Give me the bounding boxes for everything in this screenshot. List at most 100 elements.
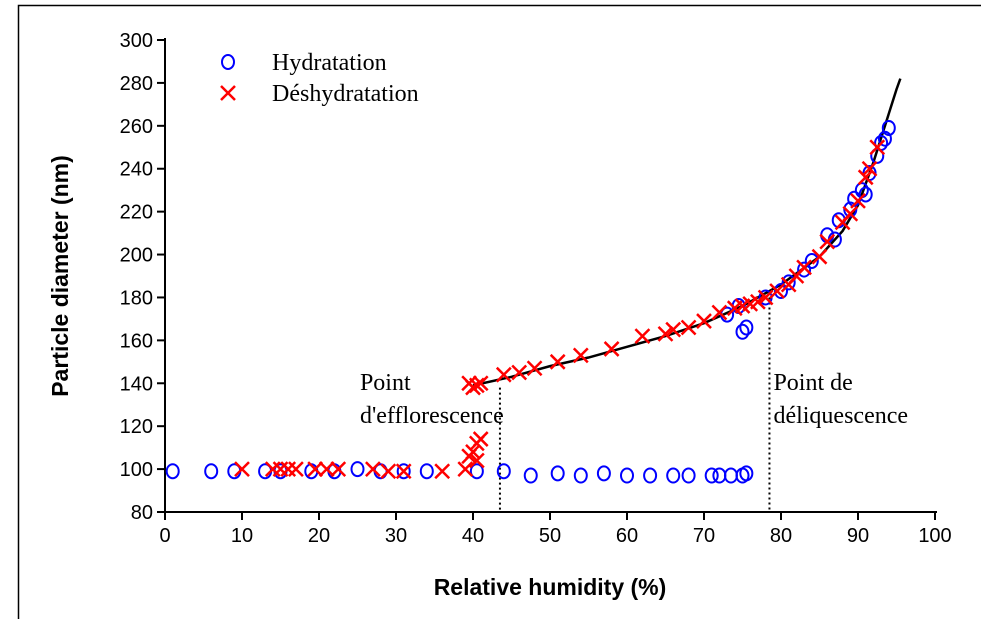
x-marker [603, 341, 620, 357]
y-tick-label: 80 [131, 502, 153, 524]
x-marker [796, 259, 812, 276]
x-marker [665, 321, 682, 338]
x-marker [511, 364, 528, 381]
x-marker [220, 85, 236, 101]
y-tick-label: 260 [120, 116, 153, 138]
circle-marker [550, 465, 565, 482]
x-tick-label: 100 [918, 525, 951, 547]
x-marker [769, 283, 786, 299]
y-tick-label: 220 [120, 202, 153, 224]
x-marker [757, 289, 774, 306]
y-tick-label: 120 [120, 416, 153, 438]
circle-marker [781, 274, 796, 291]
x-marker [549, 353, 566, 370]
x-marker [307, 461, 324, 477]
x-marker [750, 293, 766, 310]
y-tick-label: 100 [120, 459, 153, 481]
x-tick-label: 70 [693, 525, 715, 547]
circle-marker [681, 467, 696, 484]
x-tick-label: 40 [462, 525, 484, 547]
y-tick-label: 300 [120, 30, 153, 52]
circle-marker [739, 319, 754, 336]
x-tick-label: 80 [770, 525, 792, 547]
y-tick-label: 180 [120, 287, 153, 309]
x-marker [495, 366, 512, 383]
x-marker [288, 461, 304, 477]
circle-marker [643, 467, 658, 484]
circle-marker [723, 467, 738, 484]
circle-marker [858, 186, 873, 203]
x-tick-label: 0 [159, 525, 170, 547]
circle-marker [419, 463, 434, 480]
circle-marker [881, 119, 896, 136]
y-axis-title: Particle diameter (nm) [47, 155, 73, 397]
circle-marker [221, 54, 235, 70]
legend-label: Déshydratation [272, 81, 419, 107]
y-tick-label: 160 [120, 330, 153, 352]
x-marker [264, 461, 281, 477]
circle-marker [523, 467, 538, 484]
circle-marker [204, 463, 219, 480]
x-marker [526, 360, 543, 377]
x-marker [711, 304, 728, 321]
x-tick-label: 50 [539, 525, 561, 547]
circle-marker [704, 467, 719, 484]
x-marker [457, 461, 474, 477]
x-marker [280, 461, 297, 477]
x-marker [842, 205, 859, 222]
x-marker [572, 347, 589, 364]
x-marker [634, 328, 651, 344]
x-marker [819, 233, 836, 250]
x-marker [869, 139, 886, 156]
x-marker [465, 444, 481, 460]
x-marker [318, 461, 335, 477]
x-tick-label: 60 [616, 525, 638, 547]
x-marker [380, 463, 397, 480]
circle-marker [469, 463, 484, 480]
frame [17, 4, 981, 619]
circle-marker [804, 252, 819, 269]
circle-marker [396, 463, 411, 480]
x-tick-label: 10 [231, 525, 253, 547]
y-tick-label: 240 [120, 159, 153, 181]
x-marker [857, 169, 874, 186]
y-tick-label: 140 [120, 373, 153, 395]
y-tick-label: 200 [120, 245, 153, 267]
circle-marker [735, 323, 750, 340]
x-tick-label: 90 [847, 525, 869, 547]
x-marker [680, 319, 697, 336]
annotation-text: d'efflorescence [360, 403, 504, 429]
annotation-text: Point de [773, 370, 852, 396]
annotation-text: Point [360, 370, 411, 396]
x-axis-title: Relative humidity (%) [434, 574, 667, 600]
legend-label: Hydratation [272, 50, 387, 76]
x-marker [365, 461, 381, 477]
annotation-text: déliquescence [773, 403, 908, 429]
x-tick-label: 20 [308, 525, 330, 547]
x-marker [468, 452, 485, 469]
circle-marker [666, 467, 681, 484]
x-marker [434, 463, 451, 480]
circle-marker [573, 467, 588, 484]
x-marker [861, 160, 878, 177]
x-marker [395, 463, 412, 480]
x-tick-label: 30 [385, 525, 407, 547]
circle-marker [877, 130, 892, 147]
circle-marker [620, 467, 634, 484]
y-tick-label: 280 [120, 73, 153, 95]
x-marker [811, 248, 828, 265]
x-marker [234, 461, 250, 477]
circle-marker [596, 465, 611, 482]
x-marker [472, 431, 489, 447]
circle-marker [165, 463, 180, 480]
x-marker [330, 461, 347, 477]
circle-marker [712, 467, 727, 484]
circle-marker [797, 261, 812, 278]
x-marker [657, 326, 674, 342]
x-marker [472, 375, 489, 392]
circle-marker [774, 283, 788, 300]
x-marker [696, 313, 712, 329]
circle-marker [496, 463, 511, 480]
x-marker [850, 193, 866, 209]
